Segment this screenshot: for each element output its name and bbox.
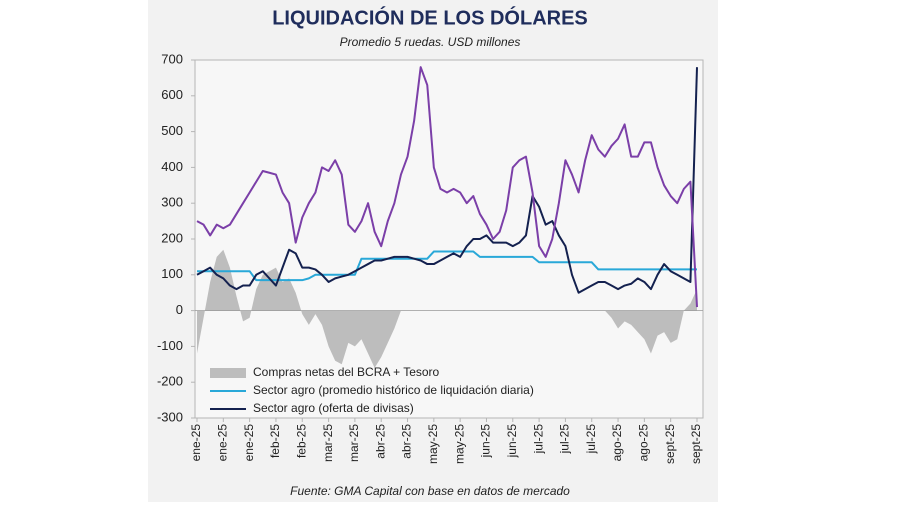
x-tick-label: may-25 (426, 424, 440, 464)
legend-label: Sector agro (promedio histórico de liqui… (253, 383, 534, 397)
x-tick-label: feb-25 (294, 424, 308, 458)
x-tick-label: jun-25 (505, 424, 519, 459)
x-tick-label: jun-25 (479, 424, 493, 459)
legend-swatch (210, 368, 246, 378)
chart-subtitle: Promedio 5 ruedas. USD millones (340, 35, 521, 49)
x-tick-label: ene-25 (189, 424, 203, 462)
x-tick-label: sept-25 (663, 424, 677, 464)
x-tick-label: feb-25 (268, 424, 282, 458)
y-tick-label: 300 (161, 195, 183, 210)
source: Fuente: GMA Capital con base en datos de… (290, 484, 570, 498)
x-tick-label: abr-25 (400, 424, 414, 459)
y-tick-label: 200 (161, 230, 183, 245)
line (196, 66, 698, 308)
y-tick-label: -200 (157, 374, 183, 389)
legend-label: Compras netas del BCRA + Tesoro (253, 365, 440, 379)
line (197, 250, 697, 282)
y-tick-label: 600 (161, 87, 183, 102)
x-tick-label: mar-25 (321, 424, 335, 462)
x-tick-label: jul-25 (531, 424, 545, 455)
x-tick-label: ago-25 (610, 424, 624, 462)
x-tick-label: may-25 (452, 424, 466, 464)
chart-title: LIQUIDACIÓN DE LOS DÓLARES (272, 5, 588, 29)
legend-label: Sector agro (oferta de divisas) (253, 401, 414, 415)
plot-area (194, 59, 704, 419)
y-tick-label: 700 (161, 51, 183, 66)
line (196, 67, 698, 294)
y-tick-label: -300 (157, 409, 183, 424)
x-tick-label: sept-25 (689, 424, 703, 464)
x-tick-label: mar-25 (347, 424, 361, 462)
x-tick-label: jul-25 (584, 424, 598, 455)
x-tick-label: ene-25 (242, 424, 256, 462)
x-tick-label: ago-25 (637, 424, 651, 462)
area (197, 249, 697, 368)
x-tick-label: jul-25 (558, 424, 572, 455)
y-tick-label: 0 (176, 302, 183, 317)
y-tick-label: 500 (161, 123, 183, 138)
x-tick-label: ene-25 (215, 424, 229, 462)
x-tick-label: abr-25 (373, 424, 387, 459)
y-tick-label: -100 (157, 338, 183, 353)
y-tick-label: 100 (161, 266, 183, 281)
y-tick-label: 400 (161, 159, 183, 174)
